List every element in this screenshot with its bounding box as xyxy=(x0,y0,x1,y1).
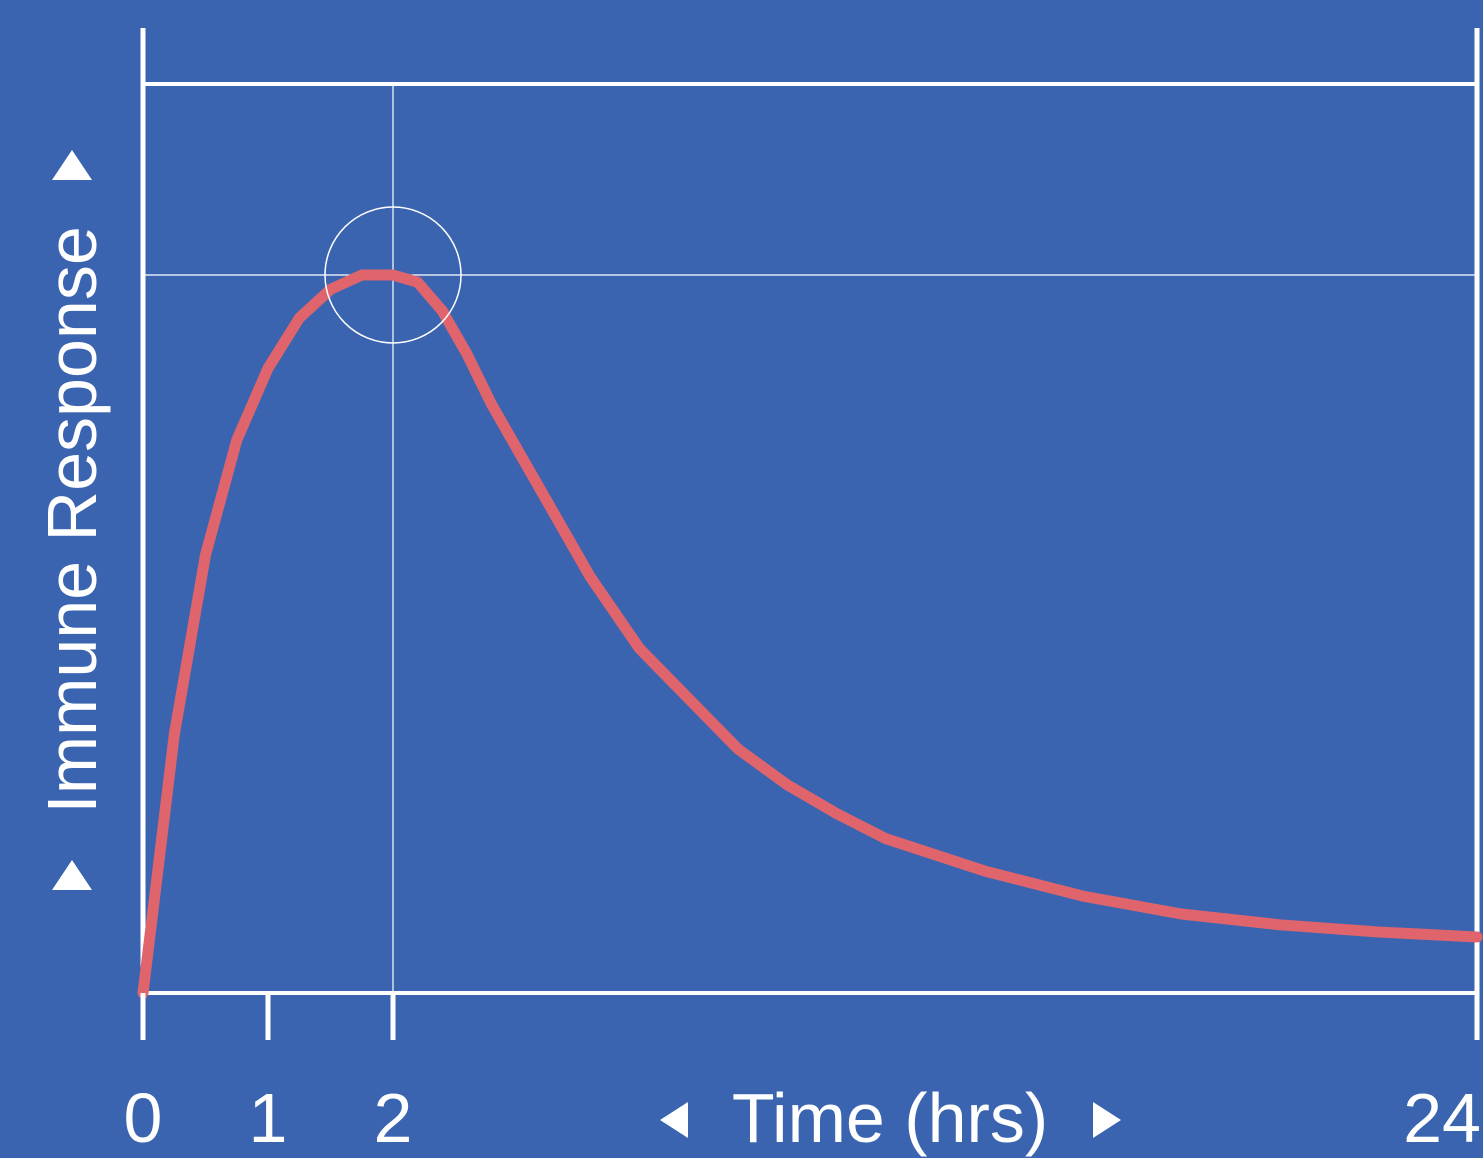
triangle-down-icon xyxy=(52,860,92,890)
x-tick-label: 24 xyxy=(1403,1079,1481,1157)
peak-marker-circle xyxy=(324,206,462,344)
x-tick-label: 2 xyxy=(374,1079,413,1157)
triangle-left-icon xyxy=(660,1102,688,1138)
triangle-up-icon xyxy=(52,150,92,180)
x-axis-title: Time (hrs) xyxy=(732,1079,1048,1157)
x-tick-label: 1 xyxy=(249,1079,288,1157)
y-axis-title: Immune Response xyxy=(33,226,111,814)
triangle-right-icon xyxy=(1093,1102,1121,1138)
x-axis-title-group: Time (hrs) xyxy=(660,1079,1121,1157)
x-ticks: 0 1 2 24 xyxy=(124,993,1481,1157)
series-line xyxy=(137,269,1483,999)
x-tick-label: 0 xyxy=(124,1079,163,1157)
y-axis-title-group: Immune Response xyxy=(33,150,111,890)
